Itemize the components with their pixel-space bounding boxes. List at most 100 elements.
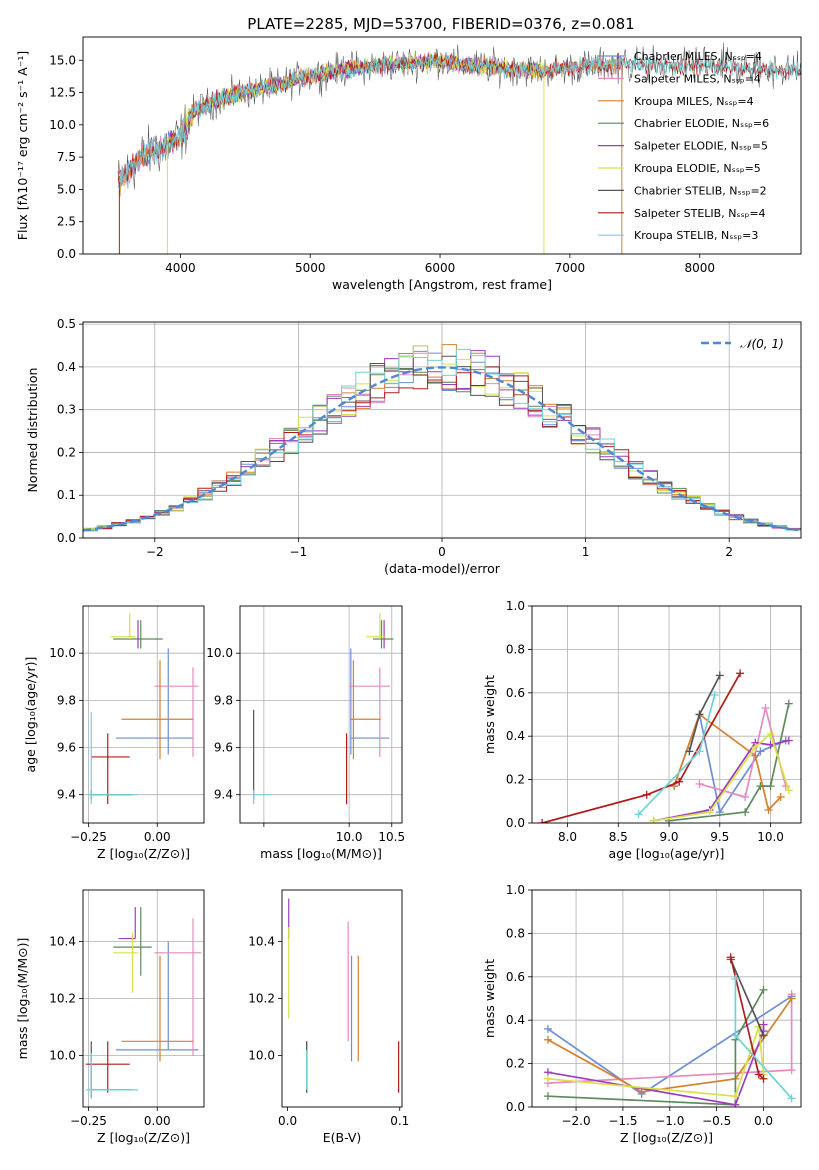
weight_vs_age-plot xyxy=(538,669,793,823)
age_vs_Z-y-axis-label: age [log₁₀(age/yr)] xyxy=(23,657,38,773)
weight_vs_Z-y-axis-label: mass weight xyxy=(482,959,497,1038)
spectrum-legend-label: Kroupa MILES, Nₛₛₚ=4 xyxy=(634,95,754,108)
mass_vs_ebv-x-axis-label: E(B-V) xyxy=(323,1130,362,1145)
age_vs_mass-y-tick-label: 10.0 xyxy=(206,646,233,660)
residuals-y-tick-label: 0.3 xyxy=(57,403,76,417)
spectrum-x-tick-label: 8000 xyxy=(684,261,715,275)
gaussian-legend-label: 𝒩(0, 1) xyxy=(740,337,784,351)
weight_vs_Z-x-tick-label: 0.0 xyxy=(754,1114,773,1128)
age_vs_mass-y-tick-label: 9.8 xyxy=(214,693,233,707)
spectrum-y-tick-label: 0.0 xyxy=(57,247,76,261)
mass_vs_Z-plot xyxy=(85,907,202,1099)
spectrum-legend-label: Salpeter MILES, Nₛₛₚ=4 xyxy=(634,72,761,85)
weight_vs_Z-frame xyxy=(531,889,802,1108)
residuals-y-tick-label: 0.0 xyxy=(57,531,76,545)
residuals-y-axis-label: Normed distribution xyxy=(25,368,40,493)
residuals-x-tick-label: 1 xyxy=(582,545,590,559)
weight_vs_Z-x-axis-label: Z [log₁₀(Z/Z⊙)] xyxy=(620,1130,713,1145)
age_vs_mass-frame xyxy=(239,605,403,824)
spectrum-axes: 4000 5000 6000 7000 8000 0.0 2.5 5.0 7.5 10.0 12.5… xyxy=(15,51,715,292)
mass_vs_Z-y-tick-label: 10.0 xyxy=(49,1049,76,1063)
weight_vs_age-x-tick-label: 9.5 xyxy=(710,830,729,844)
weight_vs_Z-x-tick-label: −1.5 xyxy=(608,1114,637,1128)
age_vs_Z-x-tick-label: −0.25 xyxy=(70,830,107,844)
plots-group: 4000 5000 6000 7000 80000.02.55.07.510.012.5… xyxy=(15,36,802,1145)
weight_vs_Z-x-tick-label: −2.0 xyxy=(561,1114,590,1128)
spectrum-frame xyxy=(82,36,802,255)
weight_vs_Z-y-tick-label: 0.0 xyxy=(506,1100,525,1114)
age_vs_mass-y-tick-label: 9.6 xyxy=(214,741,233,755)
residuals-plot xyxy=(83,344,801,532)
residuals-legend: 𝒩(0, 1) xyxy=(701,337,784,351)
weight_vs_age-x-axis-label: age [log₁₀(age/yr)] xyxy=(609,846,725,861)
weight_vs_age-y-tick-label: 0.4 xyxy=(506,729,525,743)
weight_vs_age-x-tick-label: 10.0 xyxy=(757,830,784,844)
mass_vs_Z-frame xyxy=(82,889,205,1108)
weight_vs_Z-x-tick-label: −1.0 xyxy=(655,1114,684,1128)
mass_vs_Z-y-tick-label: 10.2 xyxy=(49,992,76,1006)
age_vs_Z-frame xyxy=(82,605,205,824)
weight_vs_age-y-tick-label: 0.2 xyxy=(506,773,525,787)
residuals-frame xyxy=(82,321,802,539)
mass_vs_Z-axes: −0.25 0.00 10.0 10.2 10.4 Z [log₁₀(Z/Z⊙)] mass… xyxy=(15,890,204,1145)
weight_vs_Z-y-tick-label: 0.4 xyxy=(506,1013,525,1027)
weight_vs_Z-plot xyxy=(543,953,796,1107)
age_vs_mass-x-tick-label: 10.5 xyxy=(378,830,405,844)
mass_vs_ebv-y-tick-label: 10.0 xyxy=(248,1049,275,1063)
weight_vs_age-x-tick-label: 9.0 xyxy=(659,830,678,844)
weight_vs_age-x-tick-label: 8.5 xyxy=(609,830,628,844)
residuals-y-tick-label: 0.1 xyxy=(57,488,76,502)
mass_vs_Z-x-tick-label: −0.25 xyxy=(70,1114,107,1128)
spectrum-x-axis-label: wavelength [Angstrom, rest frame] xyxy=(332,277,552,292)
weight_vs_age-y-axis-label: mass weight xyxy=(482,675,497,754)
spectrum-y-axis-label: Flux [fλ10⁻¹⁷ erg cm⁻² s⁻¹ A⁻¹] xyxy=(15,51,30,240)
age_vs_Z-plot xyxy=(88,613,199,805)
residual-histogram-line xyxy=(83,366,801,531)
mass_vs_ebv-y-tick-label: 10.2 xyxy=(248,992,275,1006)
age_vs_Z-y-tick-label: 10.0 xyxy=(49,646,76,660)
spectrum-legend-label: Kroupa STELIB, Nₛₛₚ=3 xyxy=(634,229,758,242)
spectrum-legend-label: Chabrier STELIB, Nₛₛₚ=2 xyxy=(634,184,767,197)
mass_vs_ebv-plot xyxy=(288,898,400,1093)
age_vs_Z-x-axis-label: Z [log₁₀(Z/Z⊙)] xyxy=(97,846,190,861)
weight_vs_Z-y-tick-label: 0.6 xyxy=(506,970,525,984)
residuals-y-tick-label: 0.5 xyxy=(57,317,76,331)
residuals-y-tick-label: 0.2 xyxy=(57,445,76,459)
figure-title: PLATE=2285, MJD=53700, FIBERID=0376, z=0… xyxy=(247,15,634,33)
mass_vs_Z-y-tick-label: 10.4 xyxy=(49,934,76,948)
mass_vs_Z-y-axis-label: mass [log₁₀(M/M⊙)] xyxy=(15,938,30,1060)
age_vs_mass-y-tick-label: 9.4 xyxy=(214,788,233,802)
residuals-x-tick-label: −2 xyxy=(146,545,164,559)
residuals-x-tick-label: −1 xyxy=(290,545,308,559)
age_vs_mass-x-axis-label: mass [log₁₀(M/M⊙)] xyxy=(260,846,382,861)
mass_vs_ebv-x-tick-label: 0.1 xyxy=(390,1114,409,1128)
spectrum-plot xyxy=(117,42,801,254)
spectrum-y-tick-label: 7.5 xyxy=(57,150,76,164)
spectrum-x-tick-label: 5000 xyxy=(295,261,326,275)
age_vs_mass-x-tick-label: 10.0 xyxy=(336,830,363,844)
weight_vs_Z-y-tick-label: 0.8 xyxy=(506,926,525,940)
weight_vs_age-y-tick-label: 0.0 xyxy=(506,816,525,830)
residuals-axes: −2 −1 0 1 2 0.0 0.1 0.2 0.3 0.4 0.5 (data-model)/er… xyxy=(25,317,801,576)
weight_vs_age-y-tick-label: 1.0 xyxy=(506,599,525,613)
age_vs_Z-x-tick-label: 0.00 xyxy=(144,830,171,844)
spectrum-x-tick-label: 7000 xyxy=(555,261,586,275)
residuals-x-tick-label: 2 xyxy=(725,545,733,559)
weight_vs_Z-x-tick-label: −0.5 xyxy=(702,1114,731,1128)
spectrum-series-line xyxy=(117,54,801,189)
mass_vs_Z-x-axis-label: Z [log₁₀(Z/Z⊙)] xyxy=(97,1130,190,1145)
spectrum-y-tick-label: 2.5 xyxy=(57,215,76,229)
weight_vs_age-axes: 8.0 8.5 9.0 9.5 10.0 0.0 0.2 0.4 0.6 0.8 1.0 age [l… xyxy=(482,599,801,861)
weight_vs_age-y-tick-label: 0.6 xyxy=(506,686,525,700)
weight_vs_Z-series-line xyxy=(547,1026,765,1098)
residuals-x-tick-label: 0 xyxy=(438,545,446,559)
spectrum-legend-label: Chabrier ELODIE, Nₛₛₚ=6 xyxy=(634,117,769,130)
age_vs_mass-plot xyxy=(253,613,394,805)
spectrum-y-tick-label: 12.5 xyxy=(49,86,76,100)
weight_vs_age-y-tick-label: 0.8 xyxy=(506,642,525,656)
residuals-x-axis-label: (data-model)/error xyxy=(384,561,501,576)
weight_vs_age-x-tick-label: 8.0 xyxy=(558,830,577,844)
age_vs_Z-axes: −0.25 0.00 9.4 9.6 9.8 10.0 Z [log₁₀(Z/Z⊙)] age… xyxy=(23,606,204,861)
age_vs_Z-y-tick-label: 9.8 xyxy=(57,693,76,707)
